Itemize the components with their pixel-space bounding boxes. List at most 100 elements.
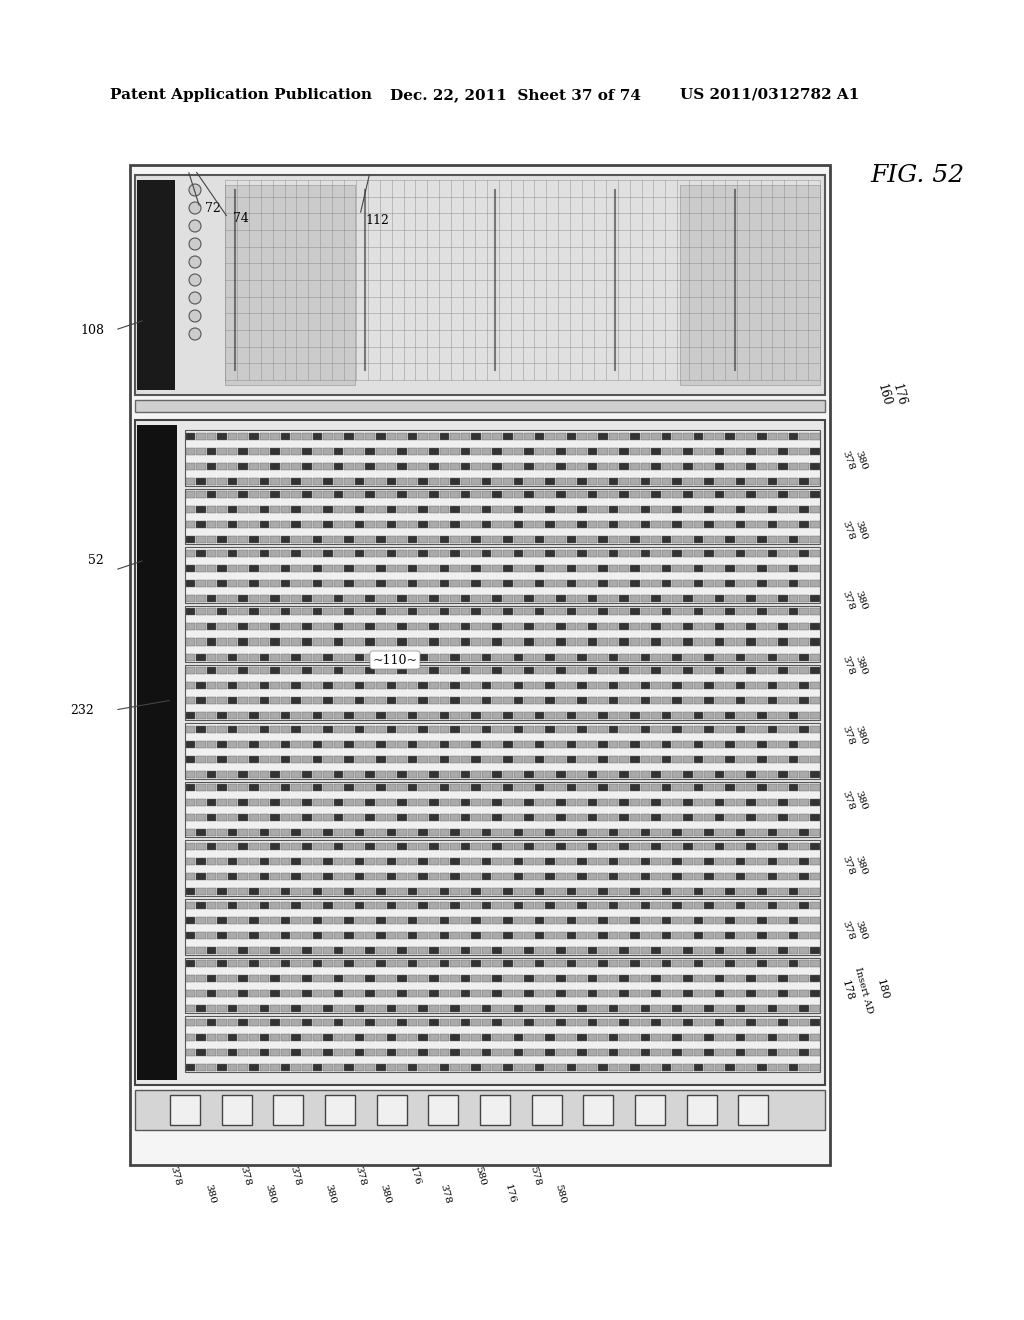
Bar — [461, 829, 470, 837]
Bar — [471, 771, 481, 777]
Bar — [439, 1049, 450, 1056]
Bar — [408, 682, 418, 689]
Bar — [324, 771, 333, 777]
Bar — [546, 667, 555, 675]
Bar — [292, 682, 301, 689]
Bar — [185, 829, 196, 837]
Bar — [800, 946, 809, 954]
Bar — [471, 756, 481, 763]
Bar — [344, 888, 354, 895]
Bar — [419, 771, 428, 777]
Bar — [598, 946, 608, 954]
Bar — [524, 784, 534, 791]
Bar — [566, 595, 577, 602]
Bar — [693, 491, 703, 498]
Bar — [514, 784, 523, 791]
Bar — [598, 713, 608, 719]
Bar — [439, 873, 450, 880]
Bar — [292, 713, 301, 719]
Bar — [524, 565, 534, 572]
Bar — [334, 536, 343, 544]
Bar — [217, 447, 227, 454]
Bar — [451, 960, 460, 968]
Bar — [736, 990, 745, 998]
Bar — [239, 960, 248, 968]
Bar — [344, 478, 354, 484]
Bar — [270, 784, 280, 791]
Bar — [620, 579, 629, 587]
Bar — [408, 829, 418, 837]
Bar — [439, 756, 450, 763]
Bar — [324, 1006, 333, 1012]
Bar — [683, 784, 692, 791]
Bar — [620, 549, 629, 557]
Bar — [588, 902, 597, 908]
Bar — [662, 1064, 672, 1071]
Bar — [482, 1049, 492, 1056]
Bar — [185, 899, 820, 954]
Bar — [451, 975, 460, 982]
Bar — [588, 741, 597, 747]
Bar — [503, 653, 513, 660]
Bar — [376, 549, 386, 557]
Bar — [302, 462, 311, 470]
Bar — [471, 521, 481, 528]
Bar — [693, 565, 703, 572]
Bar — [598, 916, 608, 924]
Bar — [641, 990, 650, 998]
Bar — [535, 1034, 545, 1041]
Bar — [810, 932, 819, 939]
Bar — [641, 756, 650, 763]
Bar — [397, 1006, 407, 1012]
Bar — [535, 579, 545, 587]
Bar — [312, 858, 323, 865]
Bar — [387, 623, 396, 631]
Bar — [366, 653, 375, 660]
Bar — [683, 829, 692, 837]
Bar — [355, 433, 365, 440]
Bar — [651, 447, 660, 454]
Bar — [578, 579, 587, 587]
Bar — [196, 873, 206, 880]
Bar — [334, 667, 343, 675]
Bar — [207, 536, 216, 544]
Bar — [185, 430, 820, 486]
Bar — [334, 595, 343, 602]
Bar — [598, 1064, 608, 1071]
Bar — [588, 1049, 597, 1056]
Bar — [207, 447, 216, 454]
Bar — [270, 1019, 280, 1026]
Bar — [439, 916, 450, 924]
Bar — [196, 609, 206, 615]
Bar — [227, 1064, 238, 1071]
Bar — [239, 478, 248, 484]
Bar — [355, 873, 365, 880]
Bar — [239, 682, 248, 689]
Bar — [746, 595, 756, 602]
Bar — [334, 975, 343, 982]
Bar — [408, 1006, 418, 1012]
Bar — [705, 784, 714, 791]
Bar — [578, 946, 587, 954]
Bar — [227, 682, 238, 689]
Bar — [725, 682, 735, 689]
Text: 178: 178 — [840, 978, 855, 1002]
Bar — [493, 506, 502, 513]
Bar — [705, 609, 714, 615]
Bar — [651, 784, 660, 791]
Bar — [451, 623, 460, 631]
Bar — [778, 1019, 787, 1026]
Bar — [344, 1034, 354, 1041]
Bar — [566, 814, 577, 821]
Bar — [249, 1034, 259, 1041]
Bar — [239, 667, 248, 675]
Bar — [344, 682, 354, 689]
Bar — [217, 1019, 227, 1026]
Bar — [207, 623, 216, 631]
Bar — [302, 873, 311, 880]
Bar — [185, 1006, 196, 1012]
Bar — [334, 462, 343, 470]
Bar — [810, 639, 819, 645]
Bar — [598, 623, 608, 631]
Bar — [535, 447, 545, 454]
